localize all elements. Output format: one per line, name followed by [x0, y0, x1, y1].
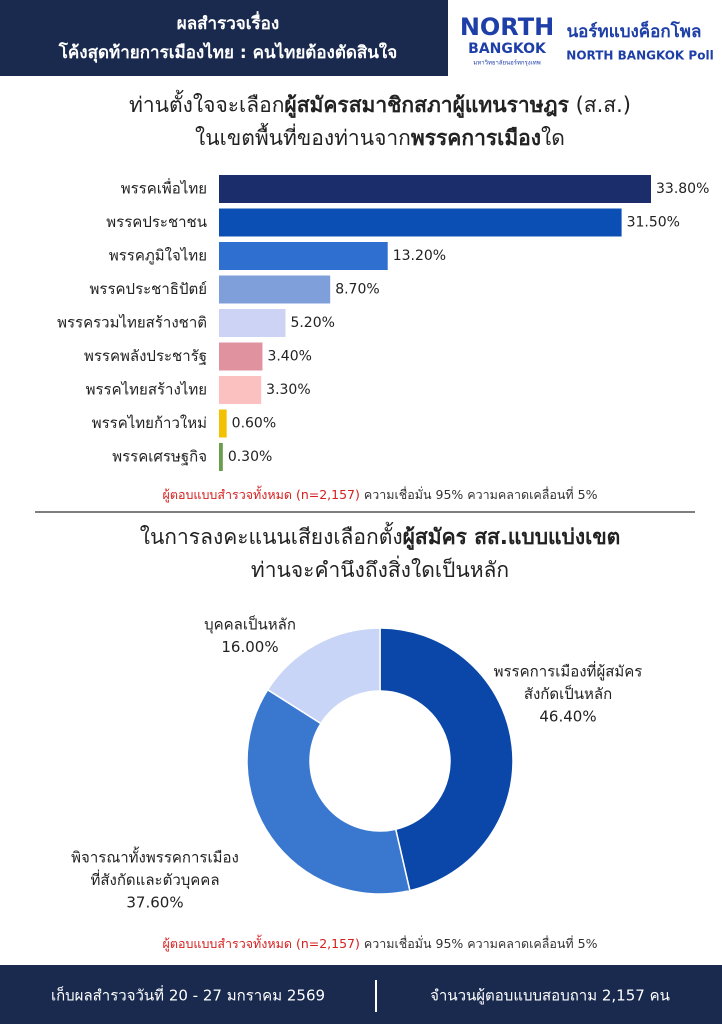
category-label: พรรคพลังประชารัฐ — [84, 347, 207, 365]
category-label: พรรคไทยสร้างไทย — [86, 381, 207, 399]
footer-text: เก็บผลสำรวจวันที่ 20 - 27 มกราคม 2569 — [51, 985, 325, 1005]
header-title: ผลสำรวจเรื่อง — [177, 11, 279, 34]
title-part: (ส.ส.) — [569, 93, 631, 117]
category-label: พรรคภูมิใจไทย — [109, 247, 207, 265]
title-part: ในเขตพื้นที่ของท่านจาก — [195, 123, 411, 150]
title-part: ในการลงคะแนนเสียงเลือกตั้ง — [140, 522, 403, 549]
slice-label: สังกัดเป็นหลัก — [524, 684, 612, 703]
logo-sub: มหาวิทยาลัยนอร์ทกรุงเทพ — [473, 59, 540, 67]
poll-name-en: NORTH BANGKOK Poll — [566, 49, 713, 63]
bar — [219, 175, 651, 203]
slice-value: 16.00% — [221, 638, 278, 656]
value-label: 8.70% — [335, 282, 379, 298]
bar — [219, 242, 388, 270]
value-label: 3.30% — [266, 382, 310, 398]
note: ผู้ตอบแบบสำรวจทั้งหมด (n=2,157) ความเชื่… — [163, 485, 598, 503]
donut-slice — [266, 627, 381, 725]
slice-label: พิจารณาทั้งพรรคการเมือง — [71, 847, 239, 867]
poll-name: นอร์ทแบงค็อกโพล — [567, 19, 702, 42]
footer-text: จำนวนผู้ตอบแบบสอบถาม 2,157 คน — [430, 987, 670, 1005]
slice-label: ที่สังกัดและตัวบุคคล — [90, 869, 219, 890]
chart-title: ในเขตพื้นที่ของท่านจากพรรคการเมืองใด — [195, 123, 565, 150]
bar — [219, 376, 262, 404]
logo-text: NORTH — [460, 13, 554, 41]
chart-title: ท่านตั้งใจจะเลือกผู้สมัครสมาชิกสภาผู้แทน… — [129, 90, 631, 119]
bar — [219, 342, 263, 371]
value-label: 13.20% — [393, 248, 446, 264]
footer-bg — [0, 965, 722, 1024]
header-title: โค้งสุดท้ายการเมืองไทย : คนไทยต้องตัดสิน… — [58, 42, 397, 63]
value-label: 0.30% — [228, 449, 272, 465]
category-label: พรรคเศรษฐกิจ — [112, 448, 207, 466]
bar — [219, 443, 223, 471]
title-part: ท่านตั้งใจจะเลือก — [129, 90, 284, 117]
note-part: ความเชื่อมั่น 95% ความคลาดเคลื่อนที่ 5% — [360, 935, 598, 951]
category-label: พรรคไทยก้าวใหม่ — [92, 414, 207, 432]
category-label: พรรคประชาธิปัตย์ — [90, 280, 207, 298]
title-part: ผู้สมัคร สส.แบบแบ่งเขต — [403, 525, 621, 551]
slice-value: 46.40% — [539, 708, 596, 726]
category-label: พรรคประชาชน — [106, 213, 207, 231]
bar — [219, 275, 331, 304]
chart-title: ในการลงคะแนนเสียงเลือกตั้งผู้สมัคร สส.แบ… — [140, 522, 621, 551]
category-label: พรรคเพื่อไทย — [121, 178, 207, 198]
bar — [219, 309, 286, 337]
slice-label: บุคคลเป็นหลัก — [204, 615, 296, 635]
logo-bg — [448, 0, 722, 76]
value-label: 33.80% — [656, 181, 709, 197]
value-label: 3.40% — [267, 349, 311, 365]
donut-slice — [379, 627, 514, 892]
value-label: 31.50% — [627, 215, 680, 231]
note-part: ผู้ตอบแบบสำรวจทั้งหมด (n=2,157) — [163, 485, 360, 503]
title-part: ผู้สมัครสมาชิกสภาผู้แทนราษฎร — [284, 93, 569, 119]
note-part: ความเชื่อมั่น 95% ความคลาดเคลื่อนที่ 5% — [360, 486, 598, 502]
value-label: 5.20% — [290, 315, 334, 331]
value-label: 0.60% — [232, 416, 276, 432]
title-part: พรรคการเมือง — [411, 126, 541, 150]
bar — [219, 208, 622, 237]
title-part: ใด — [541, 126, 565, 150]
title-part: ท่านจะคำนึงถึงสิ่งใดเป็นหลัก — [251, 555, 509, 582]
donut-slice — [246, 688, 411, 895]
bar — [219, 409, 227, 438]
chart-title: ท่านจะคำนึงถึงสิ่งใดเป็นหลัก — [251, 555, 509, 582]
slice-value: 37.60% — [126, 894, 183, 912]
slice-label: พรรคการเมืองที่ผู้สมัคร — [494, 661, 643, 681]
category-label: พรรครวมไทยสร้างชาติ — [57, 314, 207, 332]
logo-text: BANGKOK — [468, 41, 547, 57]
note: ผู้ตอบแบบสำรวจทั้งหมด (n=2,157) ความเชื่… — [163, 934, 598, 952]
note-part: ผู้ตอบแบบสำรวจทั้งหมด (n=2,157) — [163, 934, 360, 952]
